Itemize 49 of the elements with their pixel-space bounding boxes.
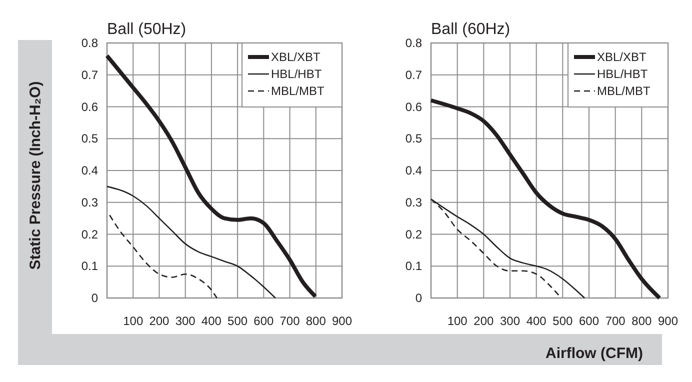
x-tick-label: 400 <box>526 314 547 328</box>
x-tick-label: 300 <box>500 314 520 328</box>
y-axis-title: Static Pressure (Inch-H₂O) <box>27 81 44 270</box>
y-tick-label: 0.3 <box>81 195 98 210</box>
y-tick-label: 0.1 <box>81 259 98 274</box>
y-tick-label: 0.6 <box>81 100 98 114</box>
x-tick-label: 500 <box>228 314 248 328</box>
y-tick-label: 0.1 <box>405 259 422 274</box>
x-tick-label: 800 <box>306 314 326 328</box>
line-series <box>106 186 276 299</box>
x-tick-label: 100 <box>123 314 144 328</box>
y-tick-label: 0.7 <box>405 68 422 82</box>
y-tick-label: 0.2 <box>405 227 422 242</box>
legend-label: XBL/XBT <box>597 50 648 64</box>
y-tick-label: 0.3 <box>405 195 422 210</box>
y-tick-label: 0.5 <box>81 132 98 146</box>
x-tick-label: 900 <box>332 314 352 328</box>
x-tick-label: 600 <box>254 314 274 328</box>
x-tick-label: 200 <box>474 314 494 328</box>
y-tick-label: 0.7 <box>81 68 98 82</box>
y-tick-label: 0 <box>91 291 98 305</box>
chart-title: Ball (50Hz) <box>107 21 186 38</box>
x-tick-label: 500 <box>552 314 573 328</box>
y-tick-label: 0.8 <box>405 36 422 50</box>
y-tick-label: 0.5 <box>405 132 422 146</box>
line-series <box>429 98 662 300</box>
chart-title: Ball (60Hz) <box>431 21 510 38</box>
y-tick-label: 0.8 <box>81 36 98 50</box>
x-tick-label: 200 <box>149 314 170 328</box>
x-tick-label: 800 <box>632 314 652 328</box>
x-tick-label: 300 <box>175 314 196 328</box>
x-tick-label: 600 <box>578 314 600 328</box>
line-series <box>108 214 218 299</box>
legend-label: MBL/MBT <box>597 84 652 98</box>
legend-label: MBL/MBT <box>271 84 326 98</box>
y-tick-label: 0.4 <box>81 164 98 178</box>
x-tick-label: 400 <box>201 314 222 328</box>
x-tick-label: 100 <box>447 314 468 328</box>
y-tick-label: 0 <box>415 291 422 305</box>
y-tick-label: 0.6 <box>405 100 422 114</box>
legend-label: XBL/XBT <box>271 50 322 64</box>
x-tick-label: 700 <box>605 314 626 328</box>
x-tick-label: 700 <box>280 314 300 328</box>
y-tick-label: 0.4 <box>405 164 422 178</box>
legend-label: HBL/HBT <box>271 67 322 81</box>
x-axis-title: Airflow (CFM) <box>546 345 643 362</box>
y-tick-label: 0.2 <box>81 227 98 242</box>
legend-label: HBL/HBT <box>597 67 648 81</box>
x-tick-label: 900 <box>658 314 678 328</box>
